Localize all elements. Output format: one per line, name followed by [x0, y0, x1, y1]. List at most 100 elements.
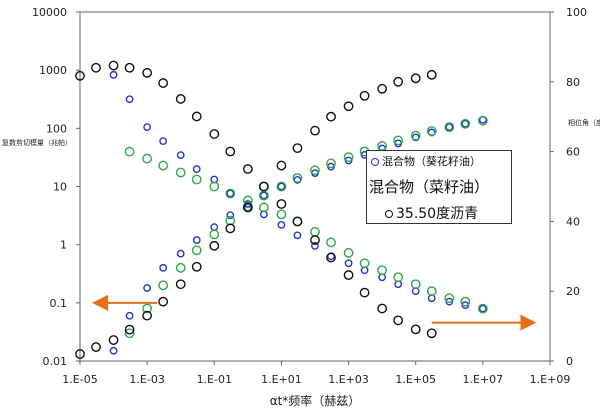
modulus-point-series-1 — [277, 182, 286, 191]
modulus-point-series-3 — [108, 60, 119, 71]
phase-point-series-2 — [158, 160, 169, 171]
phase-point-series-2 — [191, 174, 202, 185]
phase-point-series-2 — [343, 247, 354, 258]
y-left-tick-label: 1000 — [39, 64, 67, 77]
y-left-axis-title: 复数剪切模量（兆帕） — [2, 138, 72, 147]
modulus-point-series-3 — [142, 67, 153, 78]
phase-point-series-1 — [109, 70, 118, 79]
modulus-point-series-2 — [393, 135, 404, 146]
phase-point-series-3 — [175, 279, 186, 290]
phase-point-series-3 — [258, 181, 269, 192]
y-right-tick-label: 100 — [566, 6, 587, 19]
phase-point-series-1 — [478, 304, 487, 313]
legend-marker-sunflower — [371, 158, 379, 166]
modulus-point-series-2 — [158, 280, 169, 291]
modulus-point-series-1 — [159, 263, 168, 272]
modulus-point-series-3 — [276, 199, 287, 209]
phase-point-series-2 — [359, 258, 370, 269]
legend-entry-rapeseed: 混合物（菜籽油） — [369, 176, 489, 197]
phase-point-series-3 — [142, 310, 153, 321]
y-left-tick-label: 10 — [53, 181, 67, 194]
modulus-point-series-2 — [310, 165, 320, 176]
x-tick-label: 1.E-03 — [129, 373, 164, 386]
modulus-point-series-3 — [326, 252, 336, 263]
y-left-tick-label: 1 — [60, 239, 67, 252]
phase-point-series-2 — [393, 272, 404, 283]
phase-point-series-2 — [410, 279, 421, 290]
phase-point-series-3 — [310, 125, 320, 136]
y-right-axis-title: 相位角（度） — [568, 118, 600, 127]
modulus-point-series-3 — [209, 129, 220, 139]
y-right-tick-label: 40 — [566, 215, 580, 228]
modulus-point-series-2 — [276, 181, 287, 192]
x-tick-label: 1.E+01 — [261, 373, 302, 386]
phase-point-series-3 — [209, 240, 220, 251]
phase-point-series-1 — [293, 231, 302, 240]
modulus-point-series-3 — [124, 62, 135, 73]
y-right-tick-label: 0 — [566, 355, 573, 368]
modulus-point-series-1 — [109, 346, 118, 355]
modulus-point-series-2 — [410, 130, 421, 141]
phase-point-series-3 — [393, 76, 404, 87]
x-tick-label: 1.E+05 — [395, 373, 436, 386]
phase-point-series-3 — [292, 143, 303, 154]
modulus-point-series-1 — [210, 223, 219, 232]
x-tick-label: 1.E-01 — [197, 373, 232, 386]
phase-point-series-2 — [175, 167, 186, 178]
modulus-point-series-3 — [158, 78, 169, 88]
modulus-point-series-2 — [343, 152, 354, 163]
modulus-point-series-1 — [192, 236, 201, 244]
phase-point-series-1 — [143, 123, 152, 132]
phase-point-series-3 — [242, 202, 253, 213]
phase-point-series-3 — [326, 111, 336, 122]
phase-point-series-1 — [176, 151, 185, 159]
legend-marker-bitumen — [385, 210, 393, 218]
phase-point-series-2 — [477, 303, 488, 314]
modulus-point-series-2 — [460, 118, 471, 129]
modulus-point-series-3 — [343, 270, 354, 280]
phase-point-series-3 — [91, 342, 101, 352]
modulus-point-series-1 — [259, 191, 268, 200]
phase-point-series-3 — [343, 101, 354, 112]
phase-point-series-1 — [125, 95, 134, 104]
modulus-point-series-3 — [393, 315, 404, 326]
phase-point-series-3 — [124, 324, 135, 335]
legend-label-rapeseed: 混合物（菜籽油） — [369, 178, 490, 196]
modulus-point-series-2 — [209, 229, 220, 240]
phase-point-series-2 — [258, 202, 269, 213]
legend-label-sunflower: 混合物（葵花籽油） — [382, 155, 481, 168]
modulus-point-series-3 — [242, 164, 253, 174]
modulus-point-series-2 — [175, 262, 186, 273]
legend-label-bitumen: 35.50度沥青 — [396, 206, 479, 222]
x-axis-title: αt*频率（赫兹） — [270, 393, 361, 408]
modulus-point-series-3 — [75, 70, 85, 81]
phase-point-series-2 — [142, 153, 153, 164]
phase-point-series-2 — [326, 237, 336, 248]
phase-point-series-3 — [377, 83, 388, 94]
modulus-point-series-1 — [143, 284, 152, 292]
phase-point-series-2 — [426, 286, 437, 297]
legend-entry-bitumen: 35.50度沥青 — [385, 203, 478, 223]
y-right-tick-label: 20 — [566, 285, 580, 298]
modulus-point-series-3 — [292, 216, 303, 227]
phase-point-series-3 — [410, 73, 421, 84]
modulus-point-series-2 — [444, 122, 455, 133]
legend: 混合物（葵花籽油） 混合物（菜籽油） 35.50度沥青 — [366, 150, 512, 224]
phase-point-series-2 — [124, 146, 135, 157]
y-right-tick-label: 60 — [566, 146, 580, 159]
y-left-tick-label: 10000 — [32, 6, 67, 19]
phase-point-series-2 — [225, 188, 236, 199]
modulus-point-series-1 — [411, 133, 420, 142]
modulus-point-series-2 — [477, 115, 488, 126]
phase-point-series-3 — [426, 69, 437, 80]
modulus-point-series-2 — [326, 158, 336, 169]
phase-point-series-2 — [242, 195, 253, 206]
phase-point-series-1 — [159, 137, 168, 146]
y-left-tick-label: 0.01 — [43, 355, 68, 368]
y-right-tick-label: 80 — [566, 76, 580, 89]
modulus-point-series-1 — [125, 311, 134, 320]
phase-point-series-1 — [192, 165, 201, 173]
phase-point-series-2 — [444, 293, 455, 304]
phase-point-series-3 — [276, 160, 287, 171]
